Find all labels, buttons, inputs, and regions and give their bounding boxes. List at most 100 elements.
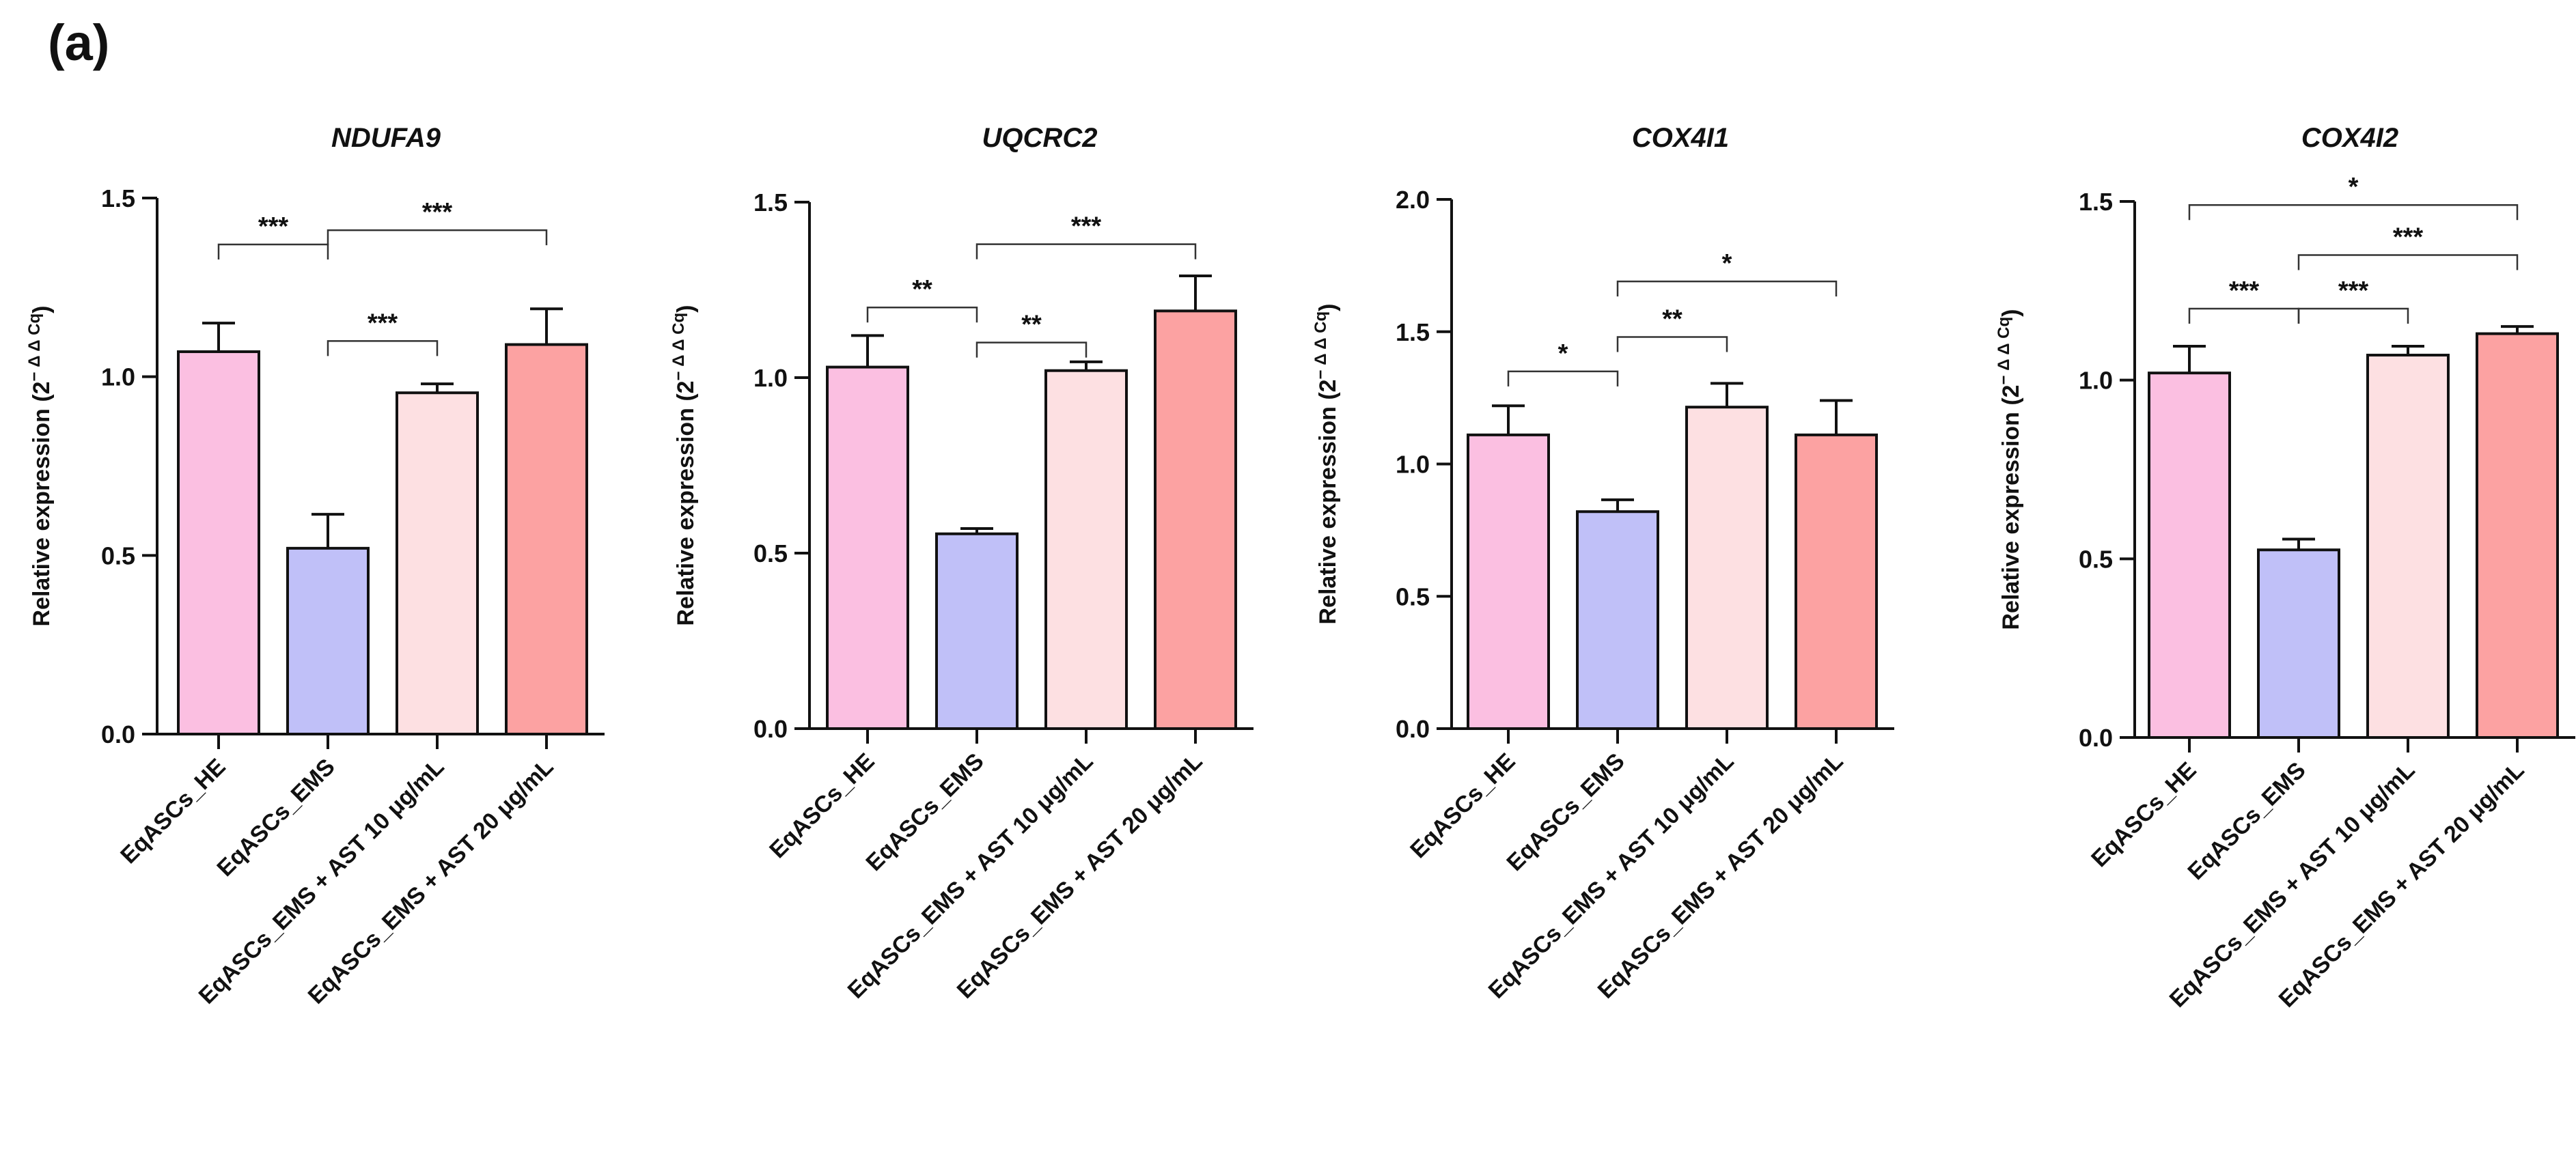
x-tick-label: EqASCs_EMS + AST 10 μg/mL bbox=[1484, 748, 1739, 1004]
significance-bracket bbox=[327, 229, 548, 246]
bar bbox=[1154, 309, 1237, 730]
x-tick-label: EqASCs_EMS + AST 10 μg/mL bbox=[2165, 757, 2420, 1013]
significance-label: *** bbox=[368, 309, 398, 337]
y-axis-label-exponent: − Δ Δ Cq bbox=[1995, 317, 2013, 385]
significance-bracket bbox=[1616, 336, 1728, 352]
bar bbox=[396, 391, 479, 735]
chart-title: COX4I1 bbox=[1632, 123, 1729, 153]
significance-label: *** bbox=[2393, 223, 2424, 252]
significance-label: *** bbox=[1071, 212, 1102, 241]
y-tick-label: 0.0 bbox=[753, 715, 788, 743]
y-tick-label: 1.0 bbox=[753, 364, 788, 392]
y-axis-label-main: Relative expression (2 bbox=[673, 380, 699, 626]
bar bbox=[1044, 369, 1128, 730]
bar bbox=[826, 365, 909, 730]
bar bbox=[2257, 548, 2340, 739]
y-axis-label-end: ) bbox=[1315, 303, 1341, 311]
y-axis-label: Relative expression (2− Δ Δ Cq) bbox=[1995, 309, 2024, 630]
significance-bracket bbox=[2188, 307, 2300, 324]
y-tick-label: 1.0 bbox=[101, 363, 135, 391]
significance-label: *** bbox=[422, 198, 453, 227]
significance-label: ** bbox=[1021, 311, 1042, 339]
y-tick-label: 0.5 bbox=[753, 539, 788, 567]
significance-label: *** bbox=[2338, 277, 2369, 305]
significance-label: *** bbox=[258, 212, 289, 241]
significance-label: ** bbox=[1662, 305, 1682, 334]
significance-bracket bbox=[866, 306, 978, 323]
chart-title: UQCRC2 bbox=[982, 123, 1098, 153]
x-tick-label: EqASCs_EMS + AST 20 μg/mL bbox=[2274, 757, 2530, 1013]
bar bbox=[2366, 354, 2450, 739]
panel-label: (a) bbox=[48, 14, 110, 71]
y-tick-label: 1.5 bbox=[101, 184, 135, 212]
bar bbox=[177, 350, 260, 735]
y-axis-label-exponent: − Δ Δ Cq bbox=[1312, 311, 1330, 380]
y-tick-label: 0.5 bbox=[101, 542, 135, 570]
x-tick-label: EqASCs_EMS + AST 20 μg/mL bbox=[1593, 748, 1848, 1004]
significance-bracket bbox=[327, 340, 439, 356]
y-tick-label: 1.5 bbox=[753, 188, 788, 216]
y-axis-label-main: Relative expression (2 bbox=[1998, 384, 2024, 630]
x-tick-label: EqASCs_EMS + AST 10 μg/mL bbox=[194, 754, 449, 1009]
significance-label: * bbox=[1722, 249, 1732, 278]
y-tick-label: 0.5 bbox=[1396, 582, 1430, 610]
bar bbox=[1685, 406, 1769, 730]
chart-title: COX4I2 bbox=[2301, 123, 2398, 153]
bar bbox=[505, 343, 588, 736]
y-axis-label-end: ) bbox=[1998, 309, 2024, 316]
y-axis-label: Relative expression (2− Δ Δ Cq) bbox=[1312, 303, 1341, 624]
y-tick-label: 1.0 bbox=[1396, 451, 1430, 479]
significance-bracket bbox=[2297, 307, 2409, 324]
x-tick-label: EqASCs_EMS bbox=[861, 748, 988, 876]
y-axis-label-exponent: − Δ Δ Cq bbox=[669, 313, 688, 381]
significance-bracket bbox=[1507, 370, 1619, 387]
significance-label: *** bbox=[2229, 277, 2260, 305]
chart-ndufa9: NDUFA9 Relative expression (2− Δ Δ Cq) 0.0… bbox=[25, 123, 605, 1009]
significance-bracket bbox=[975, 243, 1197, 259]
y-tick-label: 0.5 bbox=[2079, 545, 2113, 573]
y-tick-label: 0.0 bbox=[1396, 715, 1430, 743]
x-tick-label: EqASCs_HE bbox=[1405, 748, 1520, 863]
chart-title: NDUFA9 bbox=[331, 123, 441, 153]
y-tick-label: 1.5 bbox=[1396, 318, 1430, 346]
bar bbox=[1795, 433, 1878, 730]
x-tick-label: EqASCs_EMS bbox=[212, 754, 340, 882]
y-tick-label: 1.5 bbox=[2079, 188, 2113, 216]
y-axis-label-main: Relative expression (2 bbox=[29, 381, 55, 626]
x-tick-label: EqASCs_EMS + AST 20 μg/mL bbox=[303, 754, 559, 1009]
bar bbox=[1467, 433, 1550, 730]
x-tick-label: EqASCs_HE bbox=[764, 748, 879, 863]
significance-label: ** bbox=[912, 275, 932, 304]
significance-bracket bbox=[975, 341, 1088, 358]
chart-uqcrc2: UQCRC2 Relative expression (2− Δ Δ Cq) 0.0… bbox=[669, 123, 1254, 1004]
significance-bracket bbox=[2188, 203, 2519, 221]
y-tick-label: 0.0 bbox=[2079, 724, 2113, 752]
y-tick-label: 2.0 bbox=[1396, 186, 1430, 214]
y-tick-label: 1.0 bbox=[2079, 367, 2113, 395]
chart-cox4i1: COX4I1 Relative expression (2− Δ Δ Cq) 0.0… bbox=[1312, 123, 1894, 1004]
x-tick-label: EqASCs_EMS bbox=[2183, 757, 2310, 885]
significance-bracket bbox=[1616, 280, 1838, 297]
x-tick-label: EqASCs_EMS + AST 10 μg/mL bbox=[843, 748, 1098, 1004]
significance-bracket bbox=[2297, 254, 2519, 270]
chart-cox4i2: COX4I2 Relative expression (2− Δ Δ Cq) 0.0… bbox=[1995, 123, 2575, 1013]
y-axis-label: Relative expression (2− Δ Δ Cq) bbox=[669, 305, 699, 626]
significance-label: * bbox=[2349, 173, 2359, 201]
x-tick-label: EqASCs_EMS + AST 20 μg/mL bbox=[952, 748, 1208, 1004]
y-axis-label-end: ) bbox=[29, 305, 55, 313]
y-axis-label: Relative expression (2− Δ Δ Cq) bbox=[25, 305, 55, 626]
bar bbox=[935, 532, 1019, 730]
y-axis-label-end: ) bbox=[673, 305, 699, 312]
significance-bracket bbox=[217, 243, 329, 260]
bar bbox=[286, 546, 370, 735]
bar bbox=[2476, 332, 2559, 739]
bar bbox=[1576, 510, 1659, 730]
significance-label: * bbox=[1558, 339, 1568, 368]
y-axis-label-main: Relative expression (2 bbox=[1315, 379, 1341, 624]
y-axis-label-exponent: − Δ Δ Cq bbox=[25, 313, 44, 382]
x-tick-label: EqASCs_EMS bbox=[1501, 748, 1629, 876]
y-tick-label: 0.0 bbox=[101, 720, 135, 748]
x-tick-label: EqASCs_HE bbox=[2086, 757, 2201, 872]
bar bbox=[2148, 371, 2231, 739]
